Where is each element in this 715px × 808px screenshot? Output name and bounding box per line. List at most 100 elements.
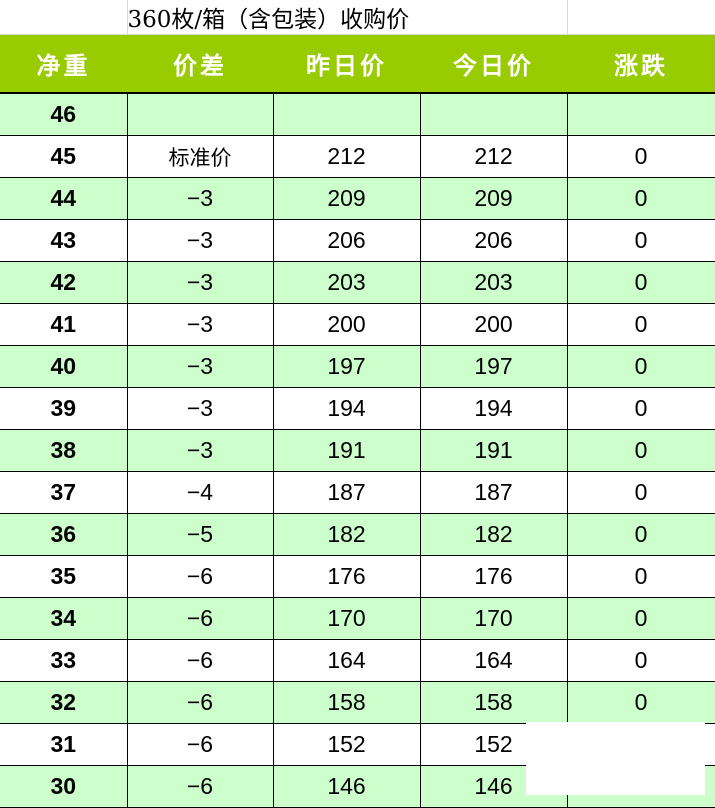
cell-today[interactable]: 170: [419, 597, 568, 640]
header-weight[interactable]: 净重: [0, 34, 127, 94]
cell-weight[interactable]: 39: [0, 387, 128, 430]
cell-change[interactable]: 0: [566, 513, 715, 556]
table-row: 44 −3 209 209 0: [0, 177, 715, 220]
cell-today[interactable]: 164: [419, 639, 568, 682]
cell-yesterday[interactable]: 203: [272, 261, 421, 304]
cell-today[interactable]: 191: [419, 429, 568, 472]
cell-today[interactable]: 203: [419, 261, 568, 304]
cell-diff[interactable]: 标准价: [126, 135, 274, 178]
cell-diff[interactable]: −4: [126, 471, 274, 514]
cell[interactable]: [566, 0, 715, 35]
cell-today[interactable]: 158: [419, 681, 568, 724]
white-overlay: [526, 722, 705, 795]
cell-yesterday[interactable]: 187: [272, 471, 421, 514]
cell-change[interactable]: 0: [566, 345, 715, 388]
cell-today[interactable]: 200: [419, 303, 568, 346]
cell-today[interactable]: 206: [419, 219, 568, 262]
cell-diff[interactable]: −3: [126, 261, 274, 304]
cell-today[interactable]: 197: [419, 345, 568, 388]
cell-yesterday[interactable]: 206: [272, 219, 421, 262]
header-row: 净重 价差 昨日价 今日价 涨跌: [0, 34, 715, 94]
cell-diff[interactable]: −6: [126, 597, 274, 640]
cell-today[interactable]: 194: [419, 387, 568, 430]
cell-today[interactable]: 212: [419, 135, 568, 178]
cell-diff[interactable]: −6: [126, 639, 274, 682]
header-diff[interactable]: 价差: [127, 34, 273, 94]
cell[interactable]: [0, 0, 128, 35]
cell-weight[interactable]: 31: [0, 723, 128, 766]
cell-yesterday[interactable]: 200: [272, 303, 421, 346]
cell-diff[interactable]: −3: [126, 429, 274, 472]
table-row: 33 −6 164 164 0: [0, 639, 715, 682]
cell-weight[interactable]: 34: [0, 597, 128, 640]
table-title[interactable]: 360枚/箱（含包装）收购价: [126, 0, 568, 35]
header-today[interactable]: 今日价: [420, 34, 567, 94]
cell-weight[interactable]: 32: [0, 681, 128, 724]
cell-change[interactable]: 0: [566, 681, 715, 724]
cell-yesterday[interactable]: 152: [272, 723, 421, 766]
cell-diff[interactable]: −6: [126, 681, 274, 724]
cell-today[interactable]: 187: [419, 471, 568, 514]
cell-change[interactable]: 0: [566, 471, 715, 514]
cell-weight[interactable]: 42: [0, 261, 128, 304]
cell-weight[interactable]: 38: [0, 429, 128, 472]
table-row: 39 −3 194 194 0: [0, 387, 715, 430]
table-row: 35 −6 176 176 0: [0, 555, 715, 598]
cell-weight[interactable]: 33: [0, 639, 128, 682]
cell-change[interactable]: 0: [566, 261, 715, 304]
cell-yesterday[interactable]: 164: [272, 639, 421, 682]
cell-change[interactable]: 0: [566, 429, 715, 472]
cell-weight[interactable]: 41: [0, 303, 128, 346]
cell-yesterday[interactable]: 158: [272, 681, 421, 724]
title-row: 360枚/箱（含包装）收购价: [0, 0, 715, 35]
cell-diff[interactable]: [126, 92, 274, 136]
table-row: 41 −3 200 200 0: [0, 303, 715, 346]
cell-change[interactable]: 0: [566, 303, 715, 346]
cell-yesterday[interactable]: 176: [272, 555, 421, 598]
cell-diff[interactable]: −5: [126, 513, 274, 556]
cell-yesterday[interactable]: 194: [272, 387, 421, 430]
cell-weight[interactable]: 46: [0, 92, 128, 136]
cell-weight[interactable]: 45: [0, 135, 128, 178]
cell-weight[interactable]: 40: [0, 345, 128, 388]
cell-today[interactable]: [419, 92, 568, 136]
cell-diff[interactable]: −6: [126, 555, 274, 598]
cell-today[interactable]: 209: [419, 177, 568, 220]
cell-diff[interactable]: −3: [126, 345, 274, 388]
cell-diff[interactable]: −3: [126, 387, 274, 430]
cell-change[interactable]: 0: [566, 387, 715, 430]
cell-change[interactable]: 0: [566, 639, 715, 682]
header-change[interactable]: 涨跌: [567, 34, 715, 94]
cell-yesterday[interactable]: 146: [272, 765, 421, 808]
cell-change[interactable]: 0: [566, 135, 715, 178]
table-row: 34 −6 170 170 0: [0, 597, 715, 640]
cell-weight[interactable]: 44: [0, 177, 128, 220]
cell-weight[interactable]: 35: [0, 555, 128, 598]
cell-yesterday[interactable]: 170: [272, 597, 421, 640]
cell-yesterday[interactable]: [272, 92, 421, 136]
cell-yesterday[interactable]: 197: [272, 345, 421, 388]
cell-change[interactable]: 0: [566, 555, 715, 598]
cell-change[interactable]: [566, 92, 715, 136]
cell-yesterday[interactable]: 191: [272, 429, 421, 472]
cell-change[interactable]: 0: [566, 597, 715, 640]
cell-diff[interactable]: −6: [126, 765, 274, 808]
cell-weight[interactable]: 43: [0, 219, 128, 262]
cell-today[interactable]: 176: [419, 555, 568, 598]
cell-today[interactable]: 182: [419, 513, 568, 556]
cell-weight[interactable]: 37: [0, 471, 128, 514]
cell-change[interactable]: 0: [566, 177, 715, 220]
cell-change[interactable]: 0: [566, 219, 715, 262]
cell-diff[interactable]: −3: [126, 303, 274, 346]
cell-diff[interactable]: −3: [126, 177, 274, 220]
cell-yesterday[interactable]: 182: [272, 513, 421, 556]
cell-diff[interactable]: −3: [126, 219, 274, 262]
cell-diff[interactable]: −6: [126, 723, 274, 766]
cell-weight[interactable]: 36: [0, 513, 128, 556]
cell-yesterday[interactable]: 212: [272, 135, 421, 178]
table-row: 45 标准价 212 212 0: [0, 135, 715, 178]
header-yesterday[interactable]: 昨日价: [273, 34, 420, 94]
cell-weight[interactable]: 30: [0, 765, 128, 808]
cell-yesterday[interactable]: 209: [272, 177, 421, 220]
